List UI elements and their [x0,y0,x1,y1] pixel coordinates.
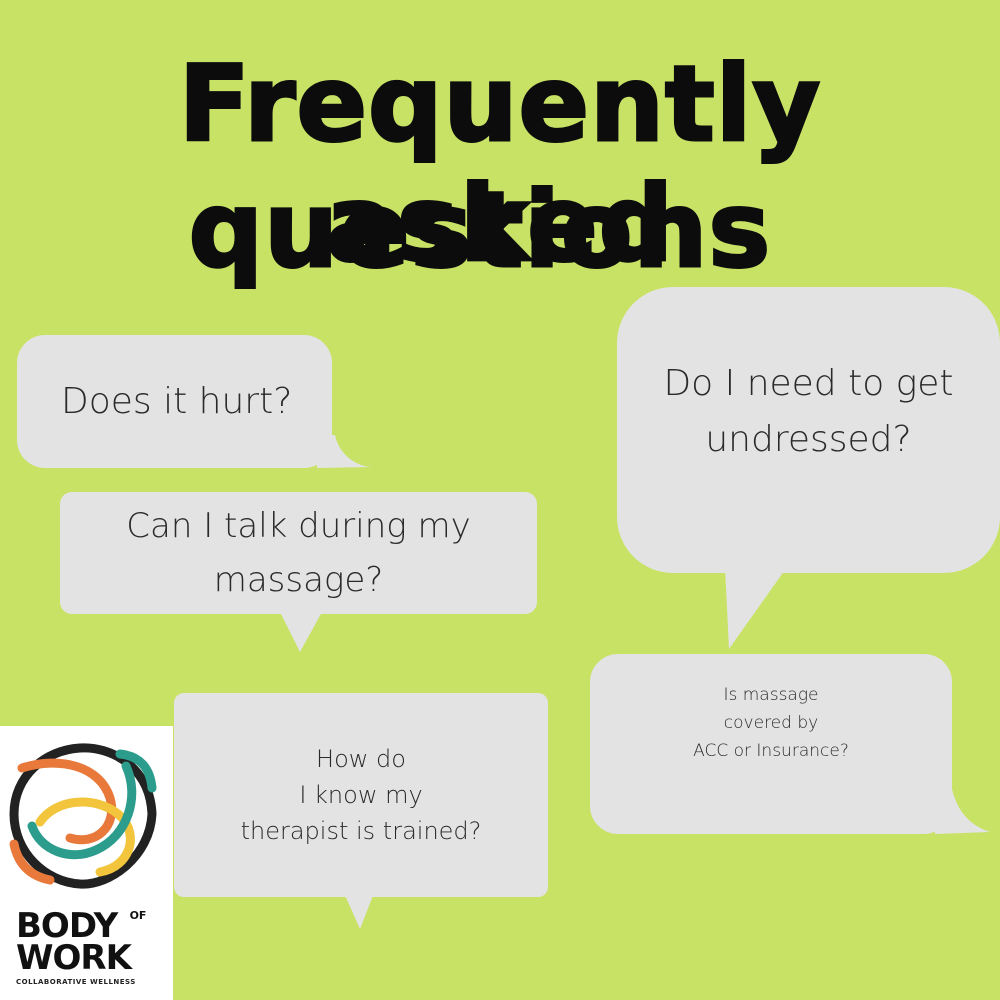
question-bubble-therapist-trained: How do I know my therapist is trained? [174,693,548,933]
brand-name-work: WORK [16,938,132,978]
question-line: Can I talk during my [126,506,471,546]
question-bubble-talk-during-massage: Can I talk during my massage? [60,492,538,657]
speech-bubble-shape [60,492,537,652]
question-line: therapist is trained? [240,817,482,845]
speech-bubble-shape [17,335,373,468]
knot-logo-icon [9,743,157,889]
speech-bubble-shape [174,693,548,929]
question-line: undressed? [705,419,912,460]
brand-logo-panel: BODY OF WORK COLLABORATIVE WELLNESS [0,726,173,1000]
question-text: Do I need to get undressed? [617,287,1000,527]
question-text: How do I know my therapist is trained? [174,693,548,897]
question-line: covered by [723,713,819,733]
question-bubble-undressed: Do I need to get undressed? [617,287,1000,652]
speech-bubble-shape [617,287,1000,649]
question-bubble-acc-insurance: Is massage covered by ACC or Insurance? [590,654,990,834]
title-line-1: Frequently asked [177,43,822,286]
question-text: Can I talk during my massage? [60,492,537,614]
question-line: massage? [213,560,384,600]
question-line: Does it hurt? [61,380,293,422]
speech-bubble-shape [590,654,990,834]
question-line: I know my [299,781,423,809]
question-text: Does it hurt? [17,335,332,468]
brand-name-of: OF [129,909,147,922]
question-line: ACC or Insurance? [693,741,849,761]
brand-tagline: COLLABORATIVE WELLNESS [16,978,136,986]
title-line-2: questions [187,169,772,292]
brand-name-body: BODY [16,906,118,946]
question-line: Do I need to get [663,363,954,404]
question-line: Is massage [723,685,819,705]
question-line: How do [316,745,406,773]
question-text: Is massage covered by ACC or Insurance? [590,654,952,784]
question-bubble-does-it-hurt: Does it hurt? [17,335,377,475]
